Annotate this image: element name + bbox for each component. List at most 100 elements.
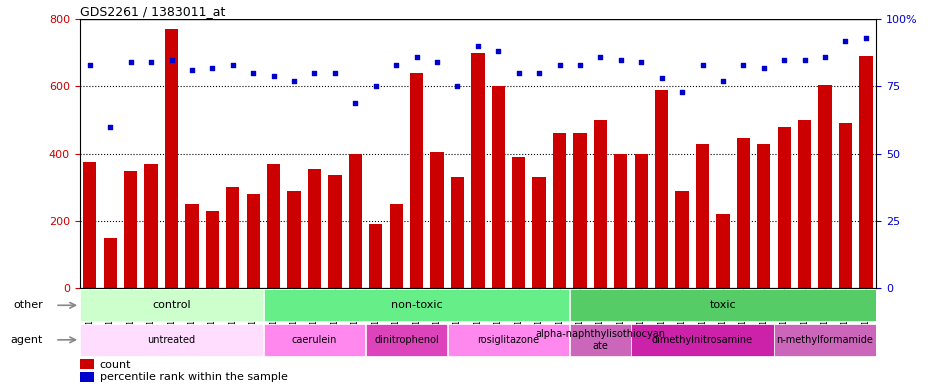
Point xyxy=(143,59,158,65)
Bar xyxy=(226,187,240,288)
Bar xyxy=(206,211,219,288)
Text: alpha-naphthylisothiocyan
ate: alpha-naphthylisothiocyan ate xyxy=(534,329,665,351)
Bar xyxy=(570,324,630,356)
Point xyxy=(184,67,199,73)
Point xyxy=(368,83,383,89)
Bar xyxy=(773,324,875,356)
Point xyxy=(307,70,322,76)
Bar xyxy=(185,204,198,288)
Bar xyxy=(756,144,769,288)
Bar xyxy=(80,372,94,382)
Point xyxy=(103,124,118,130)
Bar xyxy=(715,214,729,288)
Bar xyxy=(267,164,280,288)
Text: rosiglitazone: rosiglitazone xyxy=(477,335,539,345)
Text: caerulein: caerulein xyxy=(291,335,337,345)
Bar xyxy=(308,169,321,288)
Bar xyxy=(512,157,525,288)
Point xyxy=(327,70,342,76)
Text: GDS2261 / 1383011_at: GDS2261 / 1383011_at xyxy=(80,5,225,18)
Bar xyxy=(124,171,138,288)
Bar xyxy=(552,134,565,288)
Bar xyxy=(471,53,484,288)
Bar xyxy=(264,290,569,321)
Point xyxy=(695,62,709,68)
Point xyxy=(123,59,138,65)
Bar xyxy=(858,56,871,288)
Bar xyxy=(613,154,627,288)
Point xyxy=(388,62,403,68)
Bar xyxy=(348,154,361,288)
Bar xyxy=(287,190,300,288)
Bar xyxy=(634,154,647,288)
Point xyxy=(674,89,689,95)
Point xyxy=(429,59,444,65)
Text: percentile rank within the sample: percentile rank within the sample xyxy=(99,372,287,382)
Point xyxy=(653,75,668,81)
Bar xyxy=(570,290,875,321)
Point xyxy=(797,56,812,63)
Bar xyxy=(104,238,117,288)
Point xyxy=(837,38,852,44)
Bar xyxy=(430,152,443,288)
Bar xyxy=(80,290,263,321)
Text: other: other xyxy=(13,300,43,310)
Point xyxy=(164,56,179,63)
Point xyxy=(592,54,607,60)
Bar xyxy=(80,324,263,356)
Point xyxy=(735,62,750,68)
Bar xyxy=(144,164,157,288)
Point xyxy=(531,70,546,76)
Bar xyxy=(797,120,811,288)
Text: control: control xyxy=(152,300,191,310)
Text: toxic: toxic xyxy=(709,300,736,310)
Bar xyxy=(447,324,569,356)
Point xyxy=(347,99,362,106)
Bar xyxy=(532,177,545,288)
Point xyxy=(490,48,505,55)
Bar xyxy=(736,139,749,288)
Point xyxy=(409,54,424,60)
Bar xyxy=(450,177,463,288)
Bar xyxy=(264,324,365,356)
Point xyxy=(266,73,281,79)
Point xyxy=(286,78,301,84)
Bar xyxy=(573,134,586,288)
Bar xyxy=(777,127,790,288)
Point xyxy=(551,62,566,68)
Bar xyxy=(593,120,607,288)
Bar xyxy=(366,324,446,356)
Point xyxy=(755,65,770,71)
Bar xyxy=(695,144,709,288)
Bar xyxy=(80,359,94,369)
Text: non-toxic: non-toxic xyxy=(390,300,442,310)
Bar xyxy=(654,90,667,288)
Bar xyxy=(838,123,851,288)
Text: dimethylnitrosamine: dimethylnitrosamine xyxy=(651,335,753,345)
Point xyxy=(817,54,832,60)
Point xyxy=(245,70,260,76)
Text: n-methylformamide: n-methylformamide xyxy=(776,335,872,345)
Text: agent: agent xyxy=(10,335,43,345)
Text: count: count xyxy=(99,360,131,370)
Point xyxy=(225,62,240,68)
Bar xyxy=(165,29,178,288)
Point xyxy=(449,83,464,89)
Point xyxy=(857,35,872,41)
Point xyxy=(633,59,648,65)
Point xyxy=(205,65,220,71)
Bar xyxy=(246,194,259,288)
Text: dinitrophenol: dinitrophenol xyxy=(373,335,438,345)
Point xyxy=(572,62,587,68)
Bar xyxy=(675,190,688,288)
Bar xyxy=(389,204,402,288)
Bar xyxy=(491,86,505,288)
Point xyxy=(470,43,485,49)
Bar xyxy=(631,324,773,356)
Bar xyxy=(410,73,423,288)
Bar xyxy=(817,85,831,288)
Point xyxy=(776,56,791,63)
Bar xyxy=(83,162,96,288)
Point xyxy=(715,78,730,84)
Point xyxy=(511,70,526,76)
